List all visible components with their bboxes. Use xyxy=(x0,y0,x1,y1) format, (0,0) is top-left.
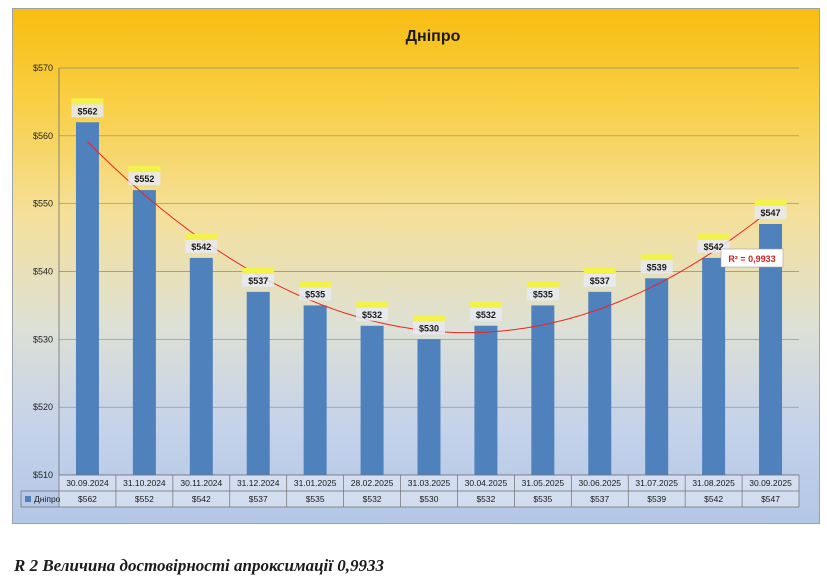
data-label: $535 xyxy=(305,289,325,299)
data-label-bg xyxy=(128,172,161,186)
y-tick-label: $510 xyxy=(33,470,53,480)
x-category-label: 30.09.2024 xyxy=(66,478,109,488)
data-label-highlight xyxy=(242,267,275,274)
data-label-highlight xyxy=(71,98,104,105)
bar xyxy=(645,278,669,475)
data-label-bg xyxy=(71,104,104,118)
bar xyxy=(303,305,327,475)
bar xyxy=(132,190,156,475)
data-label-bg xyxy=(754,206,787,220)
data-table-value: $537 xyxy=(590,494,609,504)
data-label-bg xyxy=(299,287,332,301)
data-table-value: $530 xyxy=(420,494,439,504)
data-label-highlight xyxy=(754,200,787,207)
data-label: $535 xyxy=(533,289,553,299)
bar xyxy=(417,339,441,475)
x-category-label: 30.11.2024 xyxy=(180,478,222,488)
bar xyxy=(702,257,726,475)
data-table-value: $537 xyxy=(249,494,268,504)
x-category-label: 31.10.2024 xyxy=(123,478,166,488)
data-label: $532 xyxy=(362,310,382,320)
data-table-value: $535 xyxy=(306,494,325,504)
x-category-label: 31.03.2025 xyxy=(408,478,451,488)
bar xyxy=(474,325,498,475)
data-table-value: $562 xyxy=(78,494,97,504)
data-label-bg xyxy=(185,239,218,253)
r-squared-text: R² = 0,9933 xyxy=(728,254,775,264)
data-label-bg xyxy=(583,273,616,287)
bar xyxy=(246,291,270,475)
y-tick-label: $550 xyxy=(33,199,53,209)
bar xyxy=(75,122,99,476)
data-label: $542 xyxy=(191,242,211,252)
x-category-label: 31.08.2025 xyxy=(692,478,735,488)
data-table-value: $552 xyxy=(135,494,154,504)
data-label: $532 xyxy=(476,310,496,320)
bar-chart: Дніпро $510 $520 $530 $540 $550 $560 $570 $562… xyxy=(20,28,800,508)
y-tick-label: $570 xyxy=(33,63,53,73)
legend-swatch xyxy=(25,496,31,502)
data-label: $547 xyxy=(761,208,781,218)
x-category-label: 30.09.2025 xyxy=(749,478,792,488)
data-table-value: $542 xyxy=(192,494,211,504)
data-label-bg xyxy=(413,321,445,335)
data-label: $562 xyxy=(77,106,97,116)
chart-area: Дніпро $510 $520 $530 $540 $550 $560 $570 $562… xyxy=(12,8,820,524)
data-label: $542 xyxy=(704,242,724,252)
x-category-label: 31.07.2025 xyxy=(635,478,678,488)
data-label-bg xyxy=(469,307,502,321)
bar xyxy=(189,257,213,475)
data-label: $537 xyxy=(248,276,268,286)
data-table-value: $535 xyxy=(533,494,552,504)
figure-caption: R 2 Величина достовірності апроксимації … xyxy=(14,556,384,575)
data-table-value: $539 xyxy=(647,494,666,504)
x-category-label: 30.04.2025 xyxy=(465,478,508,488)
data-label-highlight xyxy=(356,301,389,308)
data-table-value: $532 xyxy=(476,494,495,504)
data-label-highlight xyxy=(526,281,559,288)
data-label-highlight xyxy=(469,301,502,308)
data-label: $539 xyxy=(647,262,667,272)
y-tick-label: $520 xyxy=(33,402,53,412)
data-label-bg xyxy=(356,307,389,321)
data-label-bg xyxy=(526,287,559,301)
data-label-highlight xyxy=(128,166,161,173)
r-squared-label: R² = 0,9933 xyxy=(720,248,784,268)
data-label-highlight xyxy=(299,281,332,288)
x-category-label: 31.12.2024 xyxy=(237,478,280,488)
legend-label: Дніпро xyxy=(34,494,61,504)
data-label-highlight xyxy=(583,267,616,274)
data-label: $530 xyxy=(419,323,439,333)
bar xyxy=(531,305,555,475)
data-table-value: $532 xyxy=(363,494,382,504)
data-label-highlight xyxy=(413,315,445,322)
y-tick-label: $540 xyxy=(33,267,53,277)
chart-title: Дніпро xyxy=(406,28,461,45)
x-category-label: 31.05.2025 xyxy=(522,478,565,488)
data-label-highlight xyxy=(640,254,673,261)
x-category-label: 31.01.2025 xyxy=(294,478,337,488)
x-category-label: 28.02.2025 xyxy=(351,478,394,488)
data-label-highlight xyxy=(185,233,218,240)
data-label: $552 xyxy=(134,174,154,184)
data-label-bg xyxy=(242,273,275,287)
data-label-highlight xyxy=(697,233,730,240)
data-label: $537 xyxy=(590,276,610,286)
x-category-label: 30.06.2025 xyxy=(578,478,621,488)
data-label-bg xyxy=(640,260,673,274)
bar xyxy=(759,224,783,475)
y-tick-label: $530 xyxy=(33,334,53,344)
data-table-value: $547 xyxy=(761,494,780,504)
bar xyxy=(588,291,612,475)
data-table-value: $542 xyxy=(704,494,723,504)
bar xyxy=(360,325,384,475)
y-tick-label: $560 xyxy=(33,131,53,141)
